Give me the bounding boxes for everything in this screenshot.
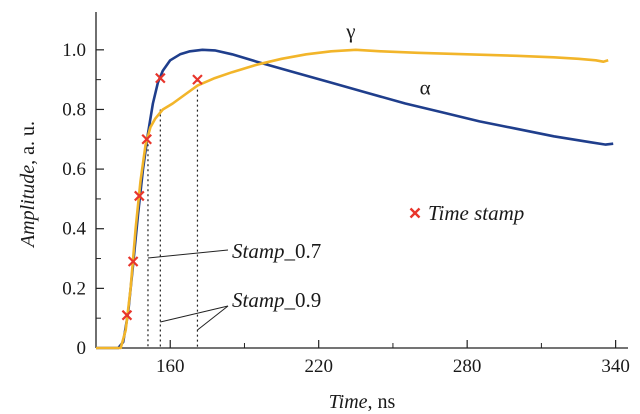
series-group: γα [96, 19, 614, 350]
y-tick-label: 0 [77, 338, 87, 359]
x-tick-label: 160 [156, 356, 185, 377]
y-tick-label: 0.2 [62, 278, 86, 299]
marker-stroke [141, 133, 153, 145]
marker-stroke [192, 74, 203, 85]
legend-marker [409, 207, 421, 219]
time-stamp-marker [192, 74, 203, 85]
series-label: α [420, 76, 431, 100]
stamp-annotation: Stamp_0.9 [232, 288, 321, 312]
y-tick-label: 1.0 [62, 40, 86, 61]
annotation-leader [147, 249, 229, 259]
time-stamp-markers [121, 72, 203, 321]
legend-label: Time stamp [428, 201, 524, 225]
series-line-gamma [96, 48, 609, 350]
y-tick-label: 0.8 [62, 99, 86, 120]
time-stamp-marker [141, 133, 153, 145]
x-axis-label: Time, ns [329, 391, 396, 413]
stamp-annotation: Stamp_0.7 [232, 239, 321, 263]
annotations: Stamp_0.7 Stamp_0.9 [147, 239, 321, 331]
x-tick-label: 340 [601, 356, 630, 377]
annotation-leader [160, 305, 229, 323]
y-axis-label: Amplitude, a. u. [17, 121, 39, 249]
series-line-alpha [96, 48, 614, 350]
legend: Time stamp [409, 201, 524, 225]
axes: 0 0.2 0.4 0.6 0.8 1.0 160 220 280 340 Time, ns Ampl… [17, 12, 630, 413]
time-stamp-marker [127, 256, 139, 267]
annotation-leader [197, 305, 229, 331]
series-label: γ [345, 19, 355, 43]
marker-stroke [121, 309, 133, 321]
y-tick-label: 0.6 [62, 159, 86, 180]
y-tick-label: 0.4 [62, 219, 86, 240]
time-stamp-marker [155, 72, 166, 84]
x-tick-label: 220 [304, 356, 333, 377]
marker-stroke [155, 72, 166, 84]
marker-stroke [134, 190, 145, 202]
time-stamp-marker [121, 309, 133, 321]
x-tick-label: 280 [453, 356, 482, 377]
time-stamp-marker [134, 190, 145, 202]
marker-stroke [127, 256, 139, 267]
marker-stroke [409, 207, 421, 219]
